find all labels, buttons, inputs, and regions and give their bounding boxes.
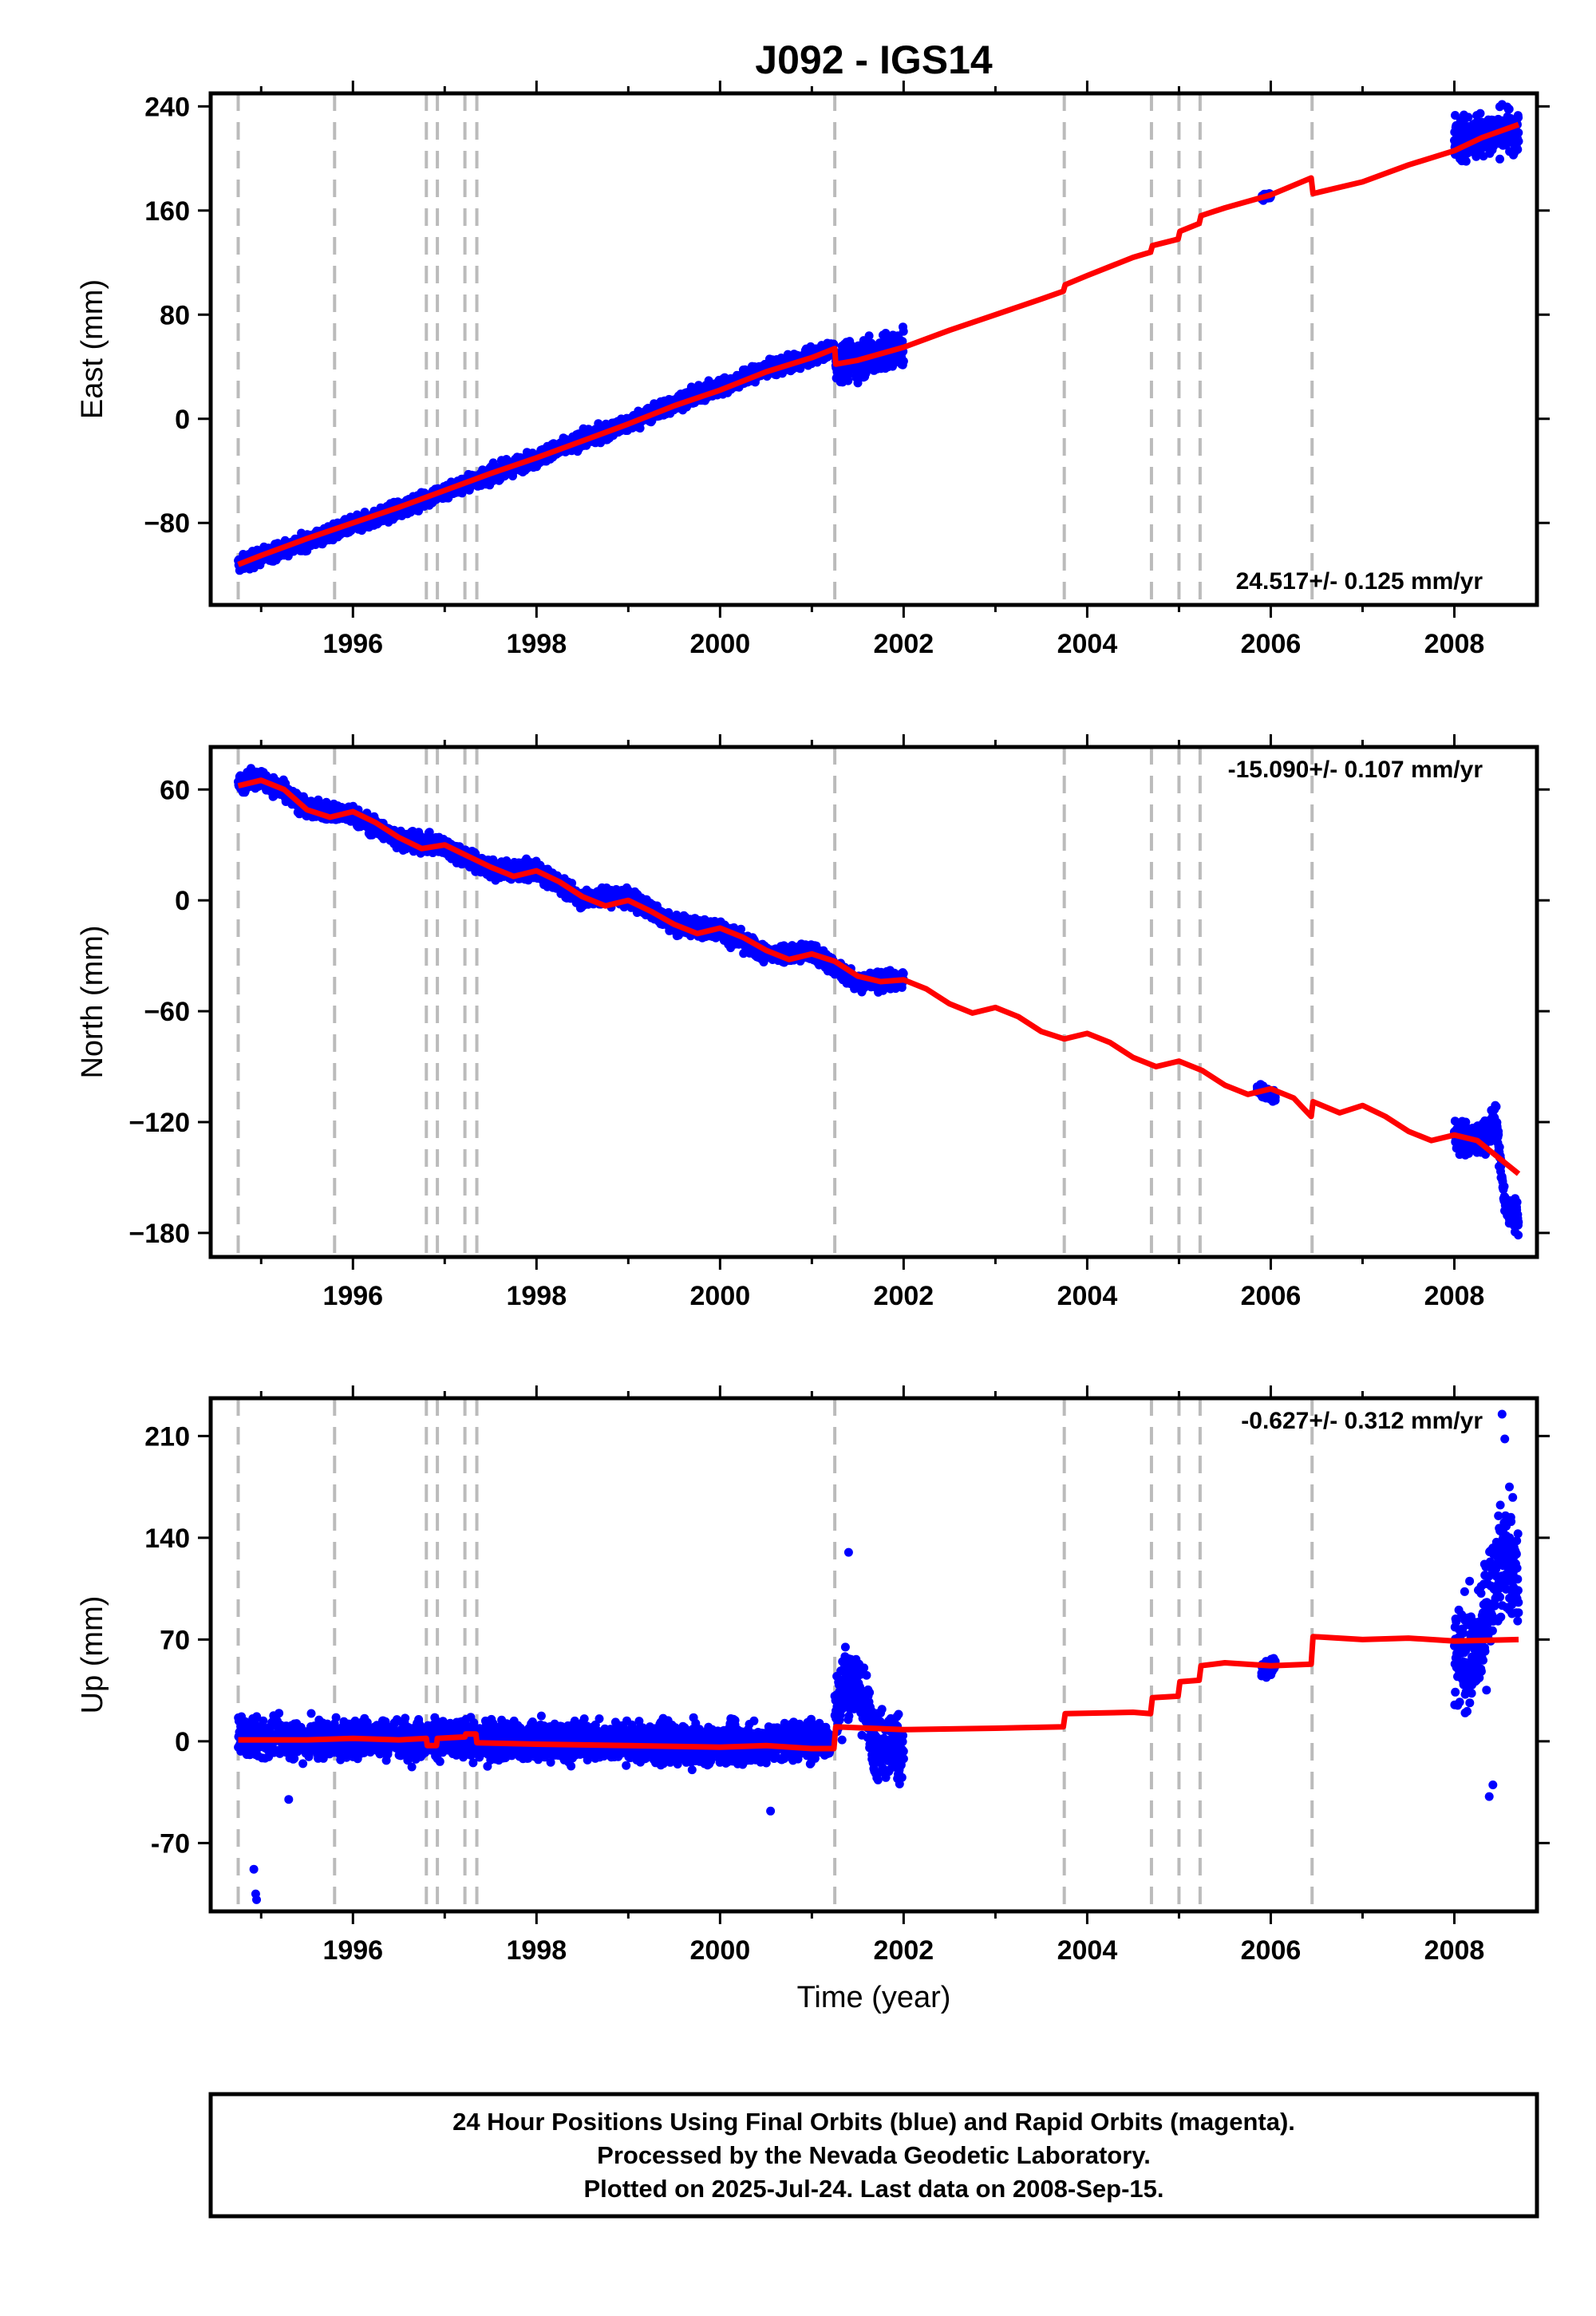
east-x-tick-label: 2004: [1057, 629, 1118, 659]
east-x-tick-label: 2008: [1424, 629, 1485, 659]
east-x-tick-label: 1998: [506, 629, 567, 659]
east-observation-point: [1472, 152, 1481, 161]
east-observation-point: [898, 337, 907, 346]
east-observation-point: [1513, 144, 1523, 154]
east-x-tick-label: 2006: [1241, 629, 1302, 659]
east-y-tick-label: 240: [144, 92, 190, 122]
north-plot-area: [211, 747, 1537, 1257]
east-y-tick-label: 80: [160, 300, 190, 330]
east-observation-point: [1464, 113, 1473, 122]
east-y-axis-label: East (mm): [76, 279, 109, 419]
east-observation-point: [1495, 154, 1504, 164]
east-y-tick-label: 0: [175, 405, 190, 435]
east-observation-point: [1504, 105, 1514, 114]
east-observation-point: [1514, 113, 1523, 122]
east-x-tick-label: 2002: [874, 629, 934, 659]
east-y-tick-label: 160: [144, 196, 190, 227]
east-observation-point: [1514, 128, 1523, 137]
east-y-tick-label: −80: [144, 508, 190, 539]
north-panel: 1996 1998 2000 2002 2004 2006 2008600−60−120−1…: [76, 734, 1550, 1311]
east-observation-point: [843, 376, 853, 385]
east-x-tick-label: 2000: [690, 629, 751, 659]
figure-title: J092 - IGS14: [755, 38, 993, 82]
east-observation-point: [1476, 109, 1485, 118]
east-observation-point: [899, 357, 908, 366]
east-observation-point: [1461, 156, 1471, 166]
east-model-line: [237, 121, 1520, 567]
east-x-tick-label: 1996: [322, 629, 383, 659]
east-observation-point: [899, 326, 908, 336]
east-observation-point: [853, 378, 863, 388]
east-rate-annotation: 24.517+/- 0.125 mm/yr: [1236, 568, 1483, 595]
east-frame: [208, 91, 1539, 607]
east-panel: 1996 1998 2000 2002 2004 2006 2008 240 160 80 0 −80…: [76, 81, 1550, 659]
east-observation-point: [864, 331, 874, 341]
east-observation-point: [1514, 136, 1523, 146]
